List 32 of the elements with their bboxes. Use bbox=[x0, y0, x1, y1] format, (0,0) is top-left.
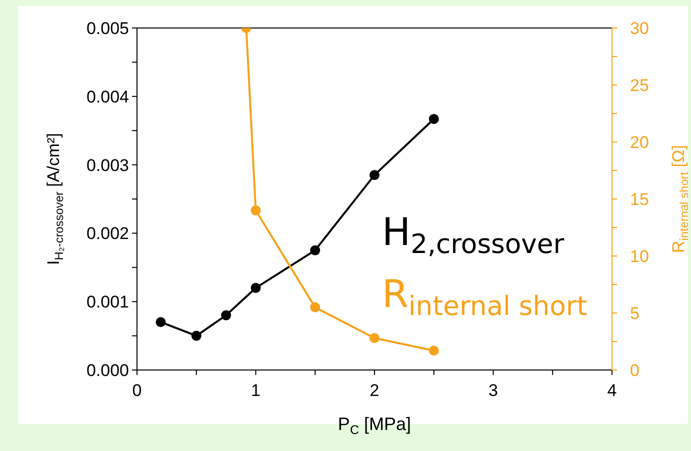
x-tick-label: 4 bbox=[607, 381, 617, 400]
series-label: R$_{internal short}$ bbox=[382, 272, 588, 322]
y-tick-label: 0.002 bbox=[86, 224, 129, 244]
y-tick-label: 0.000 bbox=[86, 361, 129, 380]
y-tick-label: 0.004 bbox=[86, 87, 129, 106]
point bbox=[191, 330, 202, 341]
x-tick-label: 0 bbox=[132, 381, 142, 400]
point bbox=[250, 282, 261, 293]
x-tick-label: 3 bbox=[488, 381, 498, 400]
point bbox=[428, 114, 439, 124]
point bbox=[370, 333, 380, 344]
point bbox=[370, 170, 380, 180]
y2-tick-label: 5 bbox=[630, 304, 640, 323]
y2-tick-label: 10 bbox=[630, 247, 649, 266]
point bbox=[250, 205, 261, 216]
point bbox=[221, 310, 232, 320]
x-tick-label: 2 bbox=[370, 381, 380, 400]
point bbox=[310, 245, 320, 256]
series-label: H$_{2,crossover}$ bbox=[382, 210, 564, 260]
y2-tick-label: 30 bbox=[630, 19, 649, 38]
y2-tick-label: 15 bbox=[630, 190, 649, 209]
point bbox=[428, 346, 439, 356]
y2-tick-label: 25 bbox=[630, 76, 649, 95]
x-axis-title: P$_{C}$ [MPa] bbox=[338, 414, 412, 437]
y2-tick-label: 20 bbox=[630, 133, 649, 152]
x-tick-label: 1 bbox=[251, 381, 260, 400]
y-tick-label: 0.005 bbox=[86, 19, 129, 38]
y-tick-label: 0.003 bbox=[86, 156, 129, 175]
y-tick-label: 0.001 bbox=[86, 292, 129, 312]
point bbox=[310, 302, 320, 312]
y2-tick-label: 0 bbox=[630, 361, 640, 380]
point bbox=[156, 317, 166, 328]
